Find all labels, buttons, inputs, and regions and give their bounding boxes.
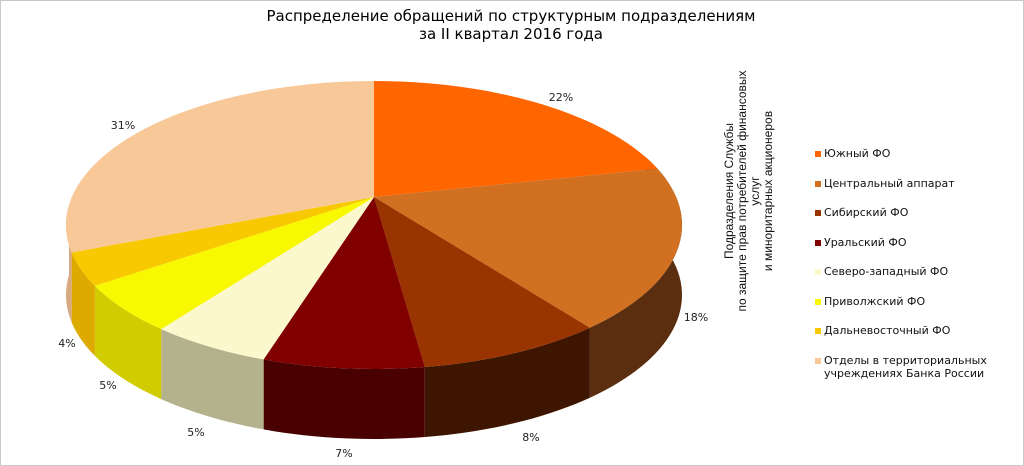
legend-swatch <box>815 357 821 364</box>
legend-label: Отделы в территориальных учреждениях Бан… <box>824 353 987 380</box>
pie-data-labels: 22% 18% 8% 7% 5% 5% 4% 31% <box>58 91 708 460</box>
pie-slice-side <box>71 252 95 356</box>
pie-slice-side <box>424 327 590 438</box>
pie-slice <box>374 81 658 197</box>
legend-item: Приволжский ФО <box>815 295 1015 325</box>
legend: Южный ФО Центральный аппарат Сибирский Ф… <box>815 147 1015 383</box>
pie-slice <box>161 197 374 360</box>
pie-slice-side <box>161 329 264 430</box>
legend-label: Приволжский ФО <box>824 294 926 308</box>
data-label: 5% <box>99 379 116 392</box>
legend-swatch <box>815 328 821 334</box>
legend-swatch <box>815 210 821 216</box>
legend-label: Уральский ФО <box>824 235 907 249</box>
legend-item: Южный ФО <box>815 147 1015 177</box>
legend-item: Центральный аппарат <box>815 177 1015 207</box>
series-title-line-2: по защите прав потребителей финансовых у… <box>735 70 762 312</box>
pie-slice <box>66 81 374 253</box>
legend-swatch <box>815 151 821 157</box>
series-title-line-3: и миноритарных акционеров <box>761 110 775 272</box>
legend-label: Сибирский ФО <box>824 206 909 219</box>
pie-slice <box>263 197 425 369</box>
data-label: 22% <box>549 91 573 104</box>
pie-slice-side <box>263 359 425 439</box>
data-label: 7% <box>335 447 352 460</box>
legend-item: Северо-западный ФО <box>815 265 1015 295</box>
legend-item: Сибирский ФО <box>815 206 1015 236</box>
pie-slice <box>374 168 682 328</box>
legend-label: Дальневосточный ФО <box>824 324 951 337</box>
legend-item: Уральский ФО <box>815 236 1015 266</box>
legend-swatch <box>815 239 821 246</box>
legend-item: Дальневосточный ФО <box>815 324 1015 354</box>
pie-slice-side <box>94 285 162 400</box>
data-label: 18% <box>684 311 708 324</box>
legend-swatch <box>815 269 821 275</box>
chart-title-line-2: за II квартал 2016 года <box>418 25 603 43</box>
data-label: 31% <box>111 119 135 132</box>
legend-item: Отделы в территориальных учреждениях Бан… <box>815 354 1015 384</box>
pie-slice <box>94 197 374 330</box>
series-title: Подразделения Службы по защите прав потр… <box>722 66 775 316</box>
legend-label: Северо-западный ФО <box>824 265 949 278</box>
pie-slice <box>71 197 375 286</box>
data-label: 8% <box>522 431 539 444</box>
pie-slices <box>66 81 682 369</box>
data-label: 5% <box>187 426 204 439</box>
chart-title-line-1: Распределение обращений по структурным п… <box>266 7 756 25</box>
data-label: 4% <box>58 337 75 350</box>
legend-label: Центральный аппарат <box>824 176 955 190</box>
legend-swatch <box>815 298 821 305</box>
chart-title: Распределение обращений по структурным п… <box>251 7 771 43</box>
legend-label: Южный ФО <box>824 147 891 160</box>
pie-slice <box>374 197 590 368</box>
legend-swatch <box>815 180 821 187</box>
